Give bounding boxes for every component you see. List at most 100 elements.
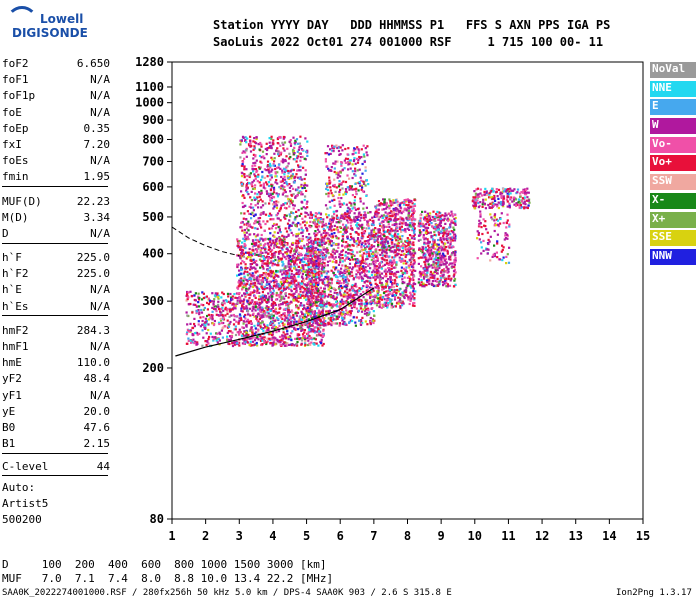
echo-point [342,273,345,276]
echo-point [268,314,271,317]
param-value: N/A [90,73,110,87]
echo-point [345,301,348,304]
echo-point [264,256,267,259]
echo-point [271,253,274,256]
echo-point [309,236,312,239]
echo-point [362,261,366,265]
echo-point [275,274,279,277]
echo-point [309,259,312,262]
echo-point [373,231,376,234]
echo-point [302,279,305,282]
echo-point [347,221,350,224]
echo-point [291,243,294,246]
echo-point [196,341,199,344]
echo-point [249,293,252,296]
echo-point [263,295,266,298]
echo-point [390,302,394,305]
echo-point [244,294,247,297]
echo-point [411,202,414,205]
echo-point [304,343,307,346]
echo-point [247,193,250,196]
echo-point [360,213,363,216]
echo-point [388,204,391,207]
echo-point [273,252,276,255]
echo-point [367,308,370,312]
echo-point [243,261,246,264]
echo-point [366,223,369,226]
echo-point [261,251,264,254]
echo-point [364,216,367,219]
echo-point [362,270,365,273]
echo-point [307,245,310,249]
echo-point [260,279,263,282]
echo-point [316,220,320,223]
echo-point [247,238,250,241]
echo-point [387,223,390,226]
echo-point [369,293,372,297]
echo-point [263,310,266,313]
echo-point [312,290,315,293]
echo-point [301,312,304,315]
echo-point [302,335,305,338]
echo-point [283,185,286,189]
echo-point [271,303,275,306]
echo-point [361,257,364,260]
echo-point [364,262,368,265]
param-value: N/A [90,154,110,168]
echo-point [282,245,285,248]
echo-point [296,188,299,191]
echo-point [337,246,340,249]
echo-point [409,242,412,245]
echo-point [366,257,369,260]
echo-point [382,220,385,223]
echo-point [286,147,289,150]
echo-point [382,208,386,211]
echo-point [373,298,376,301]
echo-point [231,295,234,298]
echo-point [266,165,269,168]
echo-point [285,235,288,239]
echo-point [336,281,339,285]
echo-point [283,170,286,173]
echo-point [221,304,224,307]
echo-point [298,239,302,242]
echo-point [283,189,286,192]
echo-point [327,317,330,320]
echo-point [365,274,368,277]
echo-point [300,231,303,235]
echo-point [242,326,245,329]
echo-point [346,278,349,281]
echo-point [271,249,274,252]
echo-point [347,293,350,296]
echo-point [366,288,369,291]
echo-point [310,338,313,341]
echo-point [270,257,273,260]
echo-point [244,263,247,266]
echo-point [413,301,416,305]
echo-point [255,244,258,247]
echo-point [389,238,392,241]
echo-point [279,231,282,234]
echo-point [220,322,223,325]
echo-point [341,278,344,281]
echo-point [283,323,286,326]
echo-point [246,309,250,313]
echo-point [186,290,189,294]
echo-point [249,340,252,343]
echo-point [321,258,325,261]
echo-point [283,141,287,144]
echo-point [306,255,309,258]
echo-point [271,203,275,206]
echo-point [287,306,290,309]
echo-point [250,199,253,202]
echo-point [281,295,285,298]
echo-point [271,218,274,221]
echo-point [267,194,271,198]
echo-point [290,276,293,280]
echo-point [395,263,398,266]
echo-point [345,309,348,312]
echo-point [279,303,283,306]
echo-point [308,337,311,340]
echo-point [296,336,299,339]
echo-point [277,166,280,169]
